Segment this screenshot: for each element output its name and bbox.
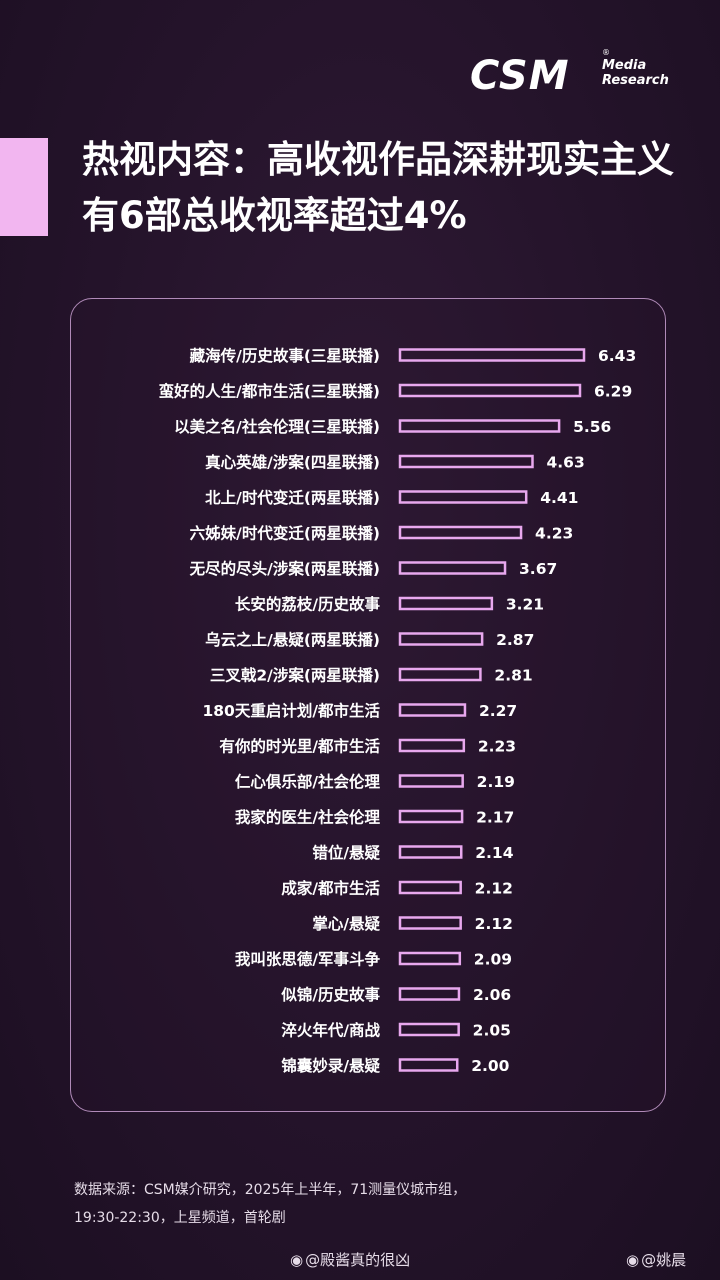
bar	[398, 951, 462, 966]
value-label: 4.63	[546, 454, 584, 472]
logo-registered-mark: ®	[602, 48, 610, 57]
category-label: 蛮好的人生/都市生活(三星联播)	[159, 382, 380, 401]
category-label: 六姊妹/时代变迁(两星联播)	[190, 524, 380, 543]
value-label: 4.23	[535, 525, 573, 543]
title-accent-bar	[0, 138, 48, 236]
bar	[398, 419, 561, 433]
bar	[398, 383, 582, 398]
data-source-line-2: 19:30-22:30，上星频道，首轮剧	[74, 1210, 286, 1226]
logo-subtitle-line2: Research	[602, 73, 669, 88]
logo-subtitle: Media Research	[602, 58, 669, 88]
weibo-icon: ◉	[290, 1250, 304, 1269]
value-label: 6.43	[598, 347, 636, 365]
category-label: 锦囊妙录/悬疑	[281, 1056, 380, 1075]
bar	[398, 845, 463, 859]
bar	[398, 1022, 460, 1037]
category-label: 无尽的尽头/涉案(两星联播)	[189, 559, 380, 578]
title-line-2: 有6部总收视率超过4%	[82, 194, 467, 237]
category-label: 有你的时光里/都市生活	[219, 737, 380, 756]
bar	[398, 987, 461, 1001]
value-label: 2.14	[475, 844, 513, 862]
bar	[398, 525, 523, 540]
value-label: 2.17	[476, 809, 514, 827]
category-label: 乌云之上/悬疑(两星联播)	[205, 630, 380, 649]
logo-subtitle-line1: Media	[602, 58, 647, 73]
bar	[398, 561, 507, 575]
bar	[398, 596, 494, 611]
value-label: 2.27	[479, 702, 517, 720]
logo-text: CSM	[470, 53, 570, 99]
bar	[398, 454, 534, 469]
bar	[398, 348, 586, 362]
value-label: 4.41	[540, 489, 578, 507]
category-label: 真心英雄/涉案(四星联播)	[205, 453, 380, 472]
value-label: 5.56	[573, 418, 611, 436]
value-label: 2.23	[478, 738, 516, 756]
bar	[398, 667, 482, 682]
category-label: 错位/悬疑	[312, 843, 380, 862]
value-label: 2.19	[477, 773, 515, 791]
category-label: 我家的医生/社会伦理	[235, 808, 381, 827]
category-label: 三叉戟2/涉案(两星联播)	[210, 666, 380, 685]
bar	[398, 738, 466, 753]
value-label: 2.12	[475, 880, 513, 898]
bar	[398, 809, 464, 824]
bar	[398, 916, 462, 930]
page-title: 热视内容：高收视作品深耕现实主义 有6部总收视率超过4%	[82, 132, 702, 244]
value-label: 2.00	[471, 1057, 509, 1075]
watermarks: ◉ @殿酱真的很凶 ◉ @姚晨	[0, 1249, 720, 1273]
category-label: 北上/时代变迁(两星联播)	[205, 488, 380, 507]
watermark-2-text: @姚晨	[641, 1251, 687, 1269]
bar	[398, 880, 462, 895]
bar	[398, 1058, 459, 1072]
data-source-line-1: 数据来源：CSM媒介研究，2025年上半年，71测量仪城市组，	[74, 1182, 467, 1198]
csm-logo: CSM ® Media Research	[470, 48, 680, 102]
category-label: 掌心/悬疑	[312, 914, 380, 933]
watermark-2: ◉ @姚晨	[626, 1249, 686, 1270]
category-label: 我叫张思德/军事斗争	[235, 950, 381, 969]
value-label: 2.87	[496, 631, 534, 649]
bar	[398, 703, 467, 717]
value-label: 2.05	[473, 1022, 511, 1040]
chart-panel	[70, 298, 666, 1112]
bar	[398, 774, 464, 788]
value-label: 6.29	[594, 383, 632, 401]
value-label: 2.06	[473, 986, 511, 1004]
watermark-1: ◉ @殿酱真的很凶	[290, 1249, 410, 1270]
weibo-icon: ◉	[626, 1250, 640, 1269]
value-label: 2.09	[474, 951, 512, 969]
category-label: 180天重启计划/都市生活	[202, 701, 380, 720]
category-label: 似锦/历史故事	[280, 985, 380, 1004]
title-line-1: 热视内容：高收视作品深耕现实主义	[82, 138, 674, 181]
category-label: 以美之名/社会伦理(三星联播)	[174, 417, 380, 436]
value-label: 3.21	[506, 596, 544, 614]
watermark-1-text: @殿酱真的很凶	[305, 1251, 411, 1269]
value-label: 2.81	[494, 667, 532, 685]
bar	[398, 490, 528, 504]
bar	[398, 632, 484, 646]
category-label: 藏海传/历史故事(三星联播)	[190, 346, 380, 365]
category-label: 成家/都市生活	[281, 879, 380, 898]
category-label: 淬火年代/商战	[281, 1021, 380, 1040]
value-label: 2.12	[475, 915, 513, 933]
category-label: 仁心俱乐部/社会伦理	[235, 772, 381, 791]
data-source-note: 数据来源：CSM媒介研究，2025年上半年，71测量仪城市组， 19:30-22…	[74, 1176, 674, 1232]
value-label: 3.67	[519, 560, 557, 578]
category-label: 长安的荔枝/历史故事	[235, 595, 381, 614]
